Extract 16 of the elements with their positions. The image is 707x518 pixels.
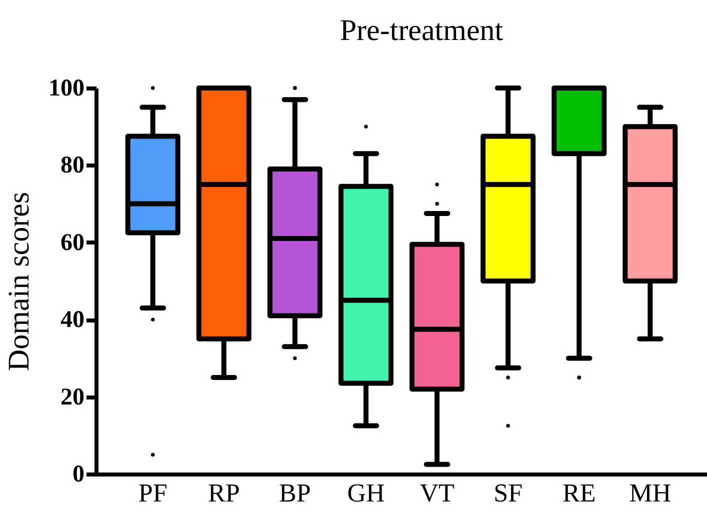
y-tick-label: 60 [60, 230, 84, 256]
y-tick-label: 40 [60, 307, 84, 334]
y-tick-label: 100 [48, 76, 84, 102]
x-tick-label: MH [629, 478, 672, 508]
x-tick-label: PF [138, 478, 168, 508]
y-axis-title: Domain scores [2, 192, 36, 372]
y-tick-label: 0 [72, 462, 84, 488]
x-tick-label: RE [562, 478, 596, 508]
y-tick-label: 20 [60, 384, 84, 410]
x-tick-label: RP [208, 478, 240, 508]
y-tick-label: 80 [60, 152, 84, 179]
x-tick-label: GH [347, 478, 385, 508]
x-tick-label: BP [279, 478, 311, 508]
x-tick-label: SF [494, 478, 523, 508]
chart-title: Pre-treatment [340, 14, 504, 47]
x-tick-label: VT [420, 478, 454, 508]
